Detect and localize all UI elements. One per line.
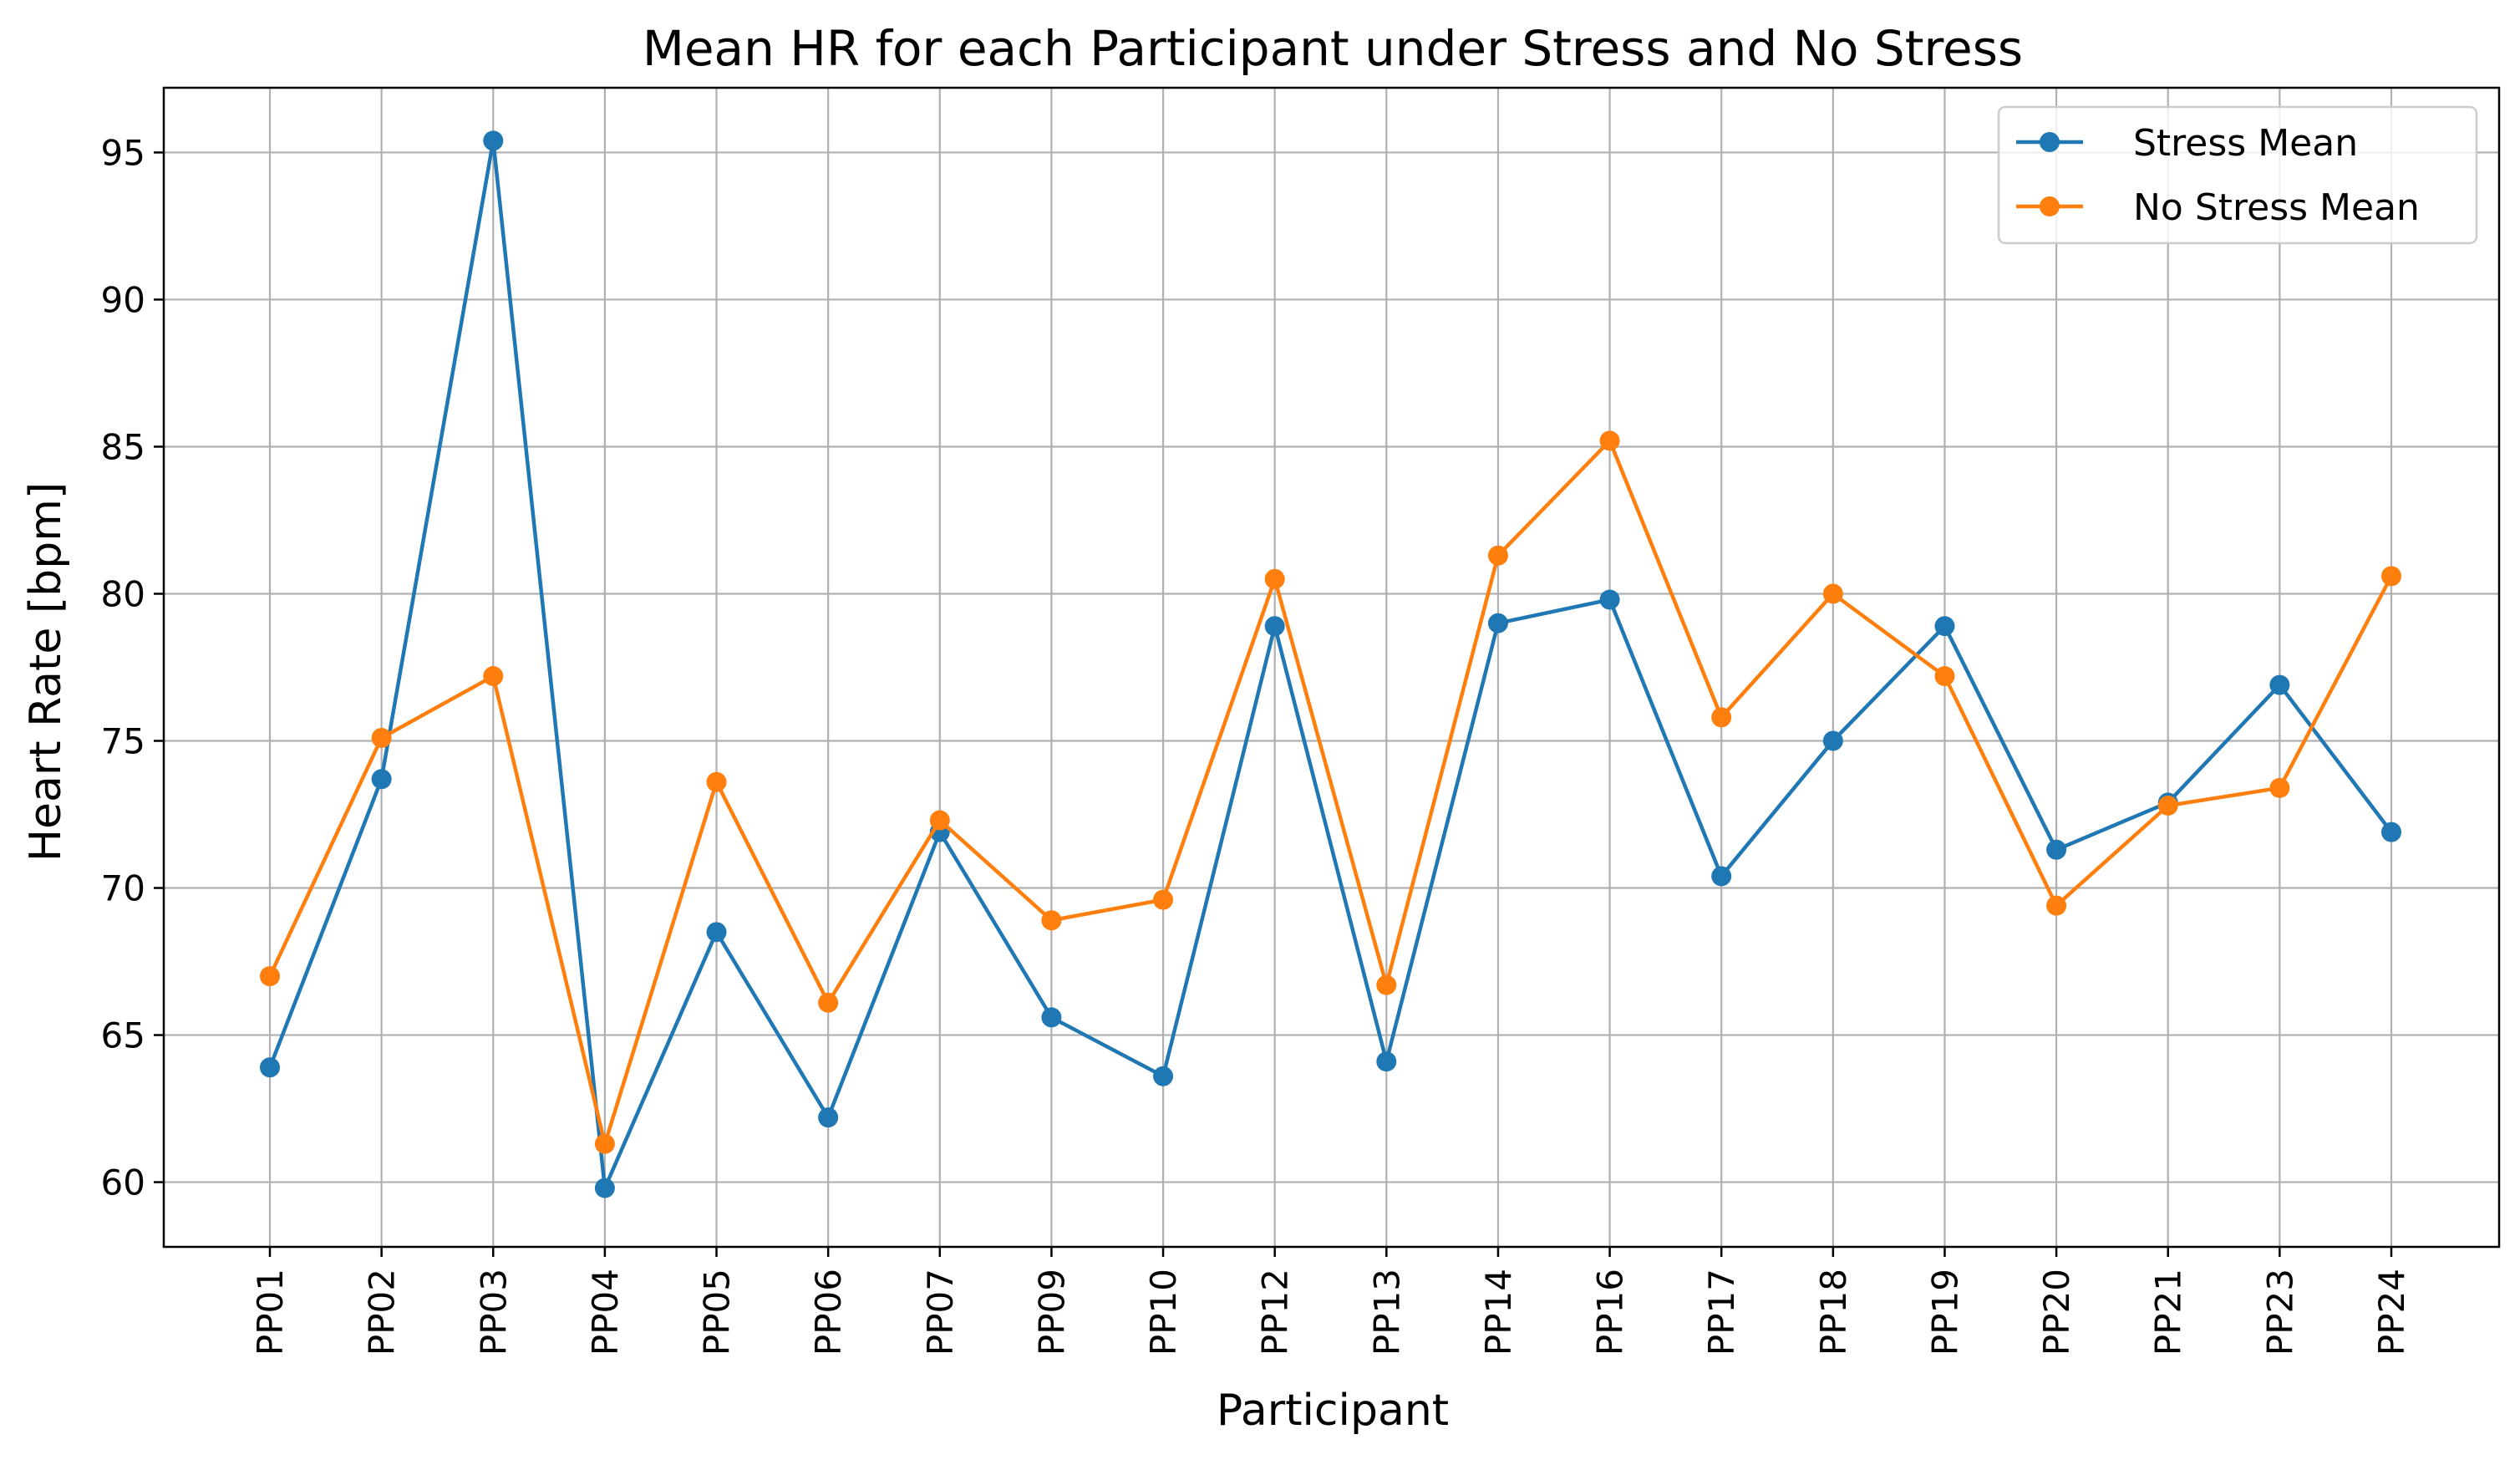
data-point — [594, 1133, 615, 1154]
data-point — [2157, 795, 2178, 816]
x-tick-label: PP17 — [1701, 1269, 1742, 1356]
data-point — [260, 966, 280, 987]
x-tick-label: PP02 — [362, 1269, 403, 1356]
data-point — [2381, 566, 2401, 587]
data-point — [1153, 1066, 1174, 1086]
x-tick-label: PP05 — [697, 1269, 738, 1356]
data-point — [2269, 674, 2290, 695]
data-point — [1264, 616, 1285, 637]
axis-ticks: PP01 PP02 PP03 PP04 PP05 PP06 PP07 PP09 PP10 PP12… — [101, 132, 2412, 1356]
data-point — [1376, 1051, 1397, 1072]
x-tick-label: PP01 — [250, 1269, 291, 1356]
legend-box — [1997, 105, 2478, 245]
legend-entry: Stress Mean — [2016, 122, 2358, 165]
y-tick-label: 60 — [101, 1162, 145, 1203]
data-point — [1711, 707, 1732, 728]
y-tick-label: 95 — [101, 132, 145, 173]
data-point — [1487, 613, 1508, 633]
data-point — [2269, 777, 2290, 798]
data-point — [483, 130, 504, 151]
x-tick-label: PP21 — [2148, 1269, 2189, 1356]
x-tick-label: PP06 — [808, 1269, 849, 1356]
data-point — [2046, 839, 2067, 860]
data-point — [1599, 430, 1620, 451]
data-point — [1822, 583, 1843, 604]
data-point — [1934, 616, 1955, 637]
legend-marker — [2040, 196, 2060, 216]
data-point — [1487, 545, 1508, 566]
legend-label: No Stress Mean — [2133, 186, 2420, 229]
series-line — [267, 439, 2393, 1147]
data-point — [371, 769, 392, 790]
x-tick-label: PP07 — [920, 1269, 961, 1356]
series-no-stress-mean — [260, 430, 2401, 1154]
y-tick-label: 90 — [101, 279, 145, 320]
data-point — [1376, 974, 1397, 995]
chart-title: Mean HR for each Participant under Stres… — [643, 20, 2023, 77]
data-point — [706, 922, 727, 943]
data-point — [483, 666, 504, 687]
y-tick-label: 75 — [101, 721, 145, 762]
legend-entry: No Stress Mean — [2016, 186, 2420, 229]
data-point — [2046, 895, 2067, 916]
y-tick-label: 65 — [101, 1015, 145, 1056]
x-tick-label: PP13 — [1366, 1269, 1407, 1356]
data-point — [818, 1107, 839, 1128]
series-layer — [260, 130, 2401, 1198]
x-tick-label: PP18 — [1813, 1269, 1854, 1356]
legend-marker — [2040, 132, 2060, 152]
data-point — [1822, 730, 1843, 751]
data-point — [1934, 666, 1955, 687]
legend-label: Stress Mean — [2133, 122, 2358, 165]
data-point — [706, 771, 727, 792]
data-point — [1264, 568, 1285, 589]
y-tick-label: 70 — [101, 868, 145, 909]
x-tick-label: PP16 — [1590, 1269, 1631, 1356]
legend: Stress Mean No Stress Mean — [1997, 105, 2478, 245]
data-point — [371, 727, 392, 748]
data-point — [260, 1057, 280, 1078]
data-point — [2381, 822, 2401, 842]
data-point — [1153, 889, 1174, 910]
series-stress-mean — [260, 130, 2401, 1198]
x-tick-label: PP19 — [1924, 1269, 1965, 1356]
x-tick-label: PP24 — [2371, 1269, 2412, 1356]
data-point — [594, 1178, 615, 1198]
x-axis-label: Participant — [1217, 1386, 1449, 1436]
data-point — [1711, 866, 1732, 887]
x-tick-label: PP03 — [473, 1269, 514, 1356]
x-tick-label: PP09 — [1031, 1269, 1072, 1356]
data-point — [1041, 910, 1062, 931]
y-axis-label: Heart Rate [bpm] — [21, 482, 71, 862]
x-tick-label: PP10 — [1143, 1269, 1184, 1356]
series-line — [267, 139, 2393, 1190]
x-tick-label: PP23 — [2259, 1269, 2300, 1356]
x-tick-label: PP20 — [2036, 1269, 2077, 1356]
data-point — [929, 810, 950, 831]
y-tick-label: 80 — [101, 573, 145, 614]
plot-frame — [162, 86, 2501, 1249]
x-tick-label: PP14 — [1478, 1269, 1519, 1356]
data-point — [818, 992, 839, 1013]
data-point — [1599, 589, 1620, 610]
y-tick-label: 85 — [101, 426, 145, 467]
x-tick-label: PP12 — [1255, 1269, 1296, 1356]
x-tick-label: PP04 — [585, 1269, 626, 1356]
data-point — [1041, 1007, 1062, 1028]
